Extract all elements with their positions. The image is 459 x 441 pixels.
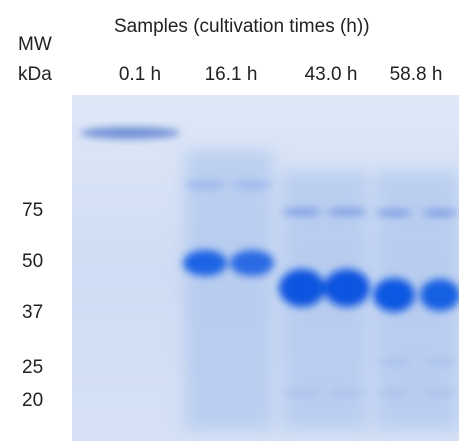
marker-label: 37 xyxy=(22,302,43,323)
figure: Samples (cultivation times (h)) MW kDa 0… xyxy=(0,0,459,441)
gel-figure: Samples (cultivation times (h)) MW kDa 0… xyxy=(0,0,459,441)
lane-label: 58.8 h xyxy=(390,64,443,85)
marker-label: 50 xyxy=(22,251,43,272)
marker-label: 25 xyxy=(22,357,43,378)
band xyxy=(80,127,180,139)
lane-label: 16.1 h xyxy=(205,64,258,85)
unit-label: kDa xyxy=(18,64,52,85)
marker-label: 75 xyxy=(22,200,43,221)
mw-label: MW xyxy=(18,34,52,55)
lane-label: 43.0 h xyxy=(305,64,358,85)
marker-label: 20 xyxy=(22,390,43,411)
title: Samples (cultivation times (h)) xyxy=(114,16,370,37)
lane-label: 0.1 h xyxy=(119,64,161,85)
